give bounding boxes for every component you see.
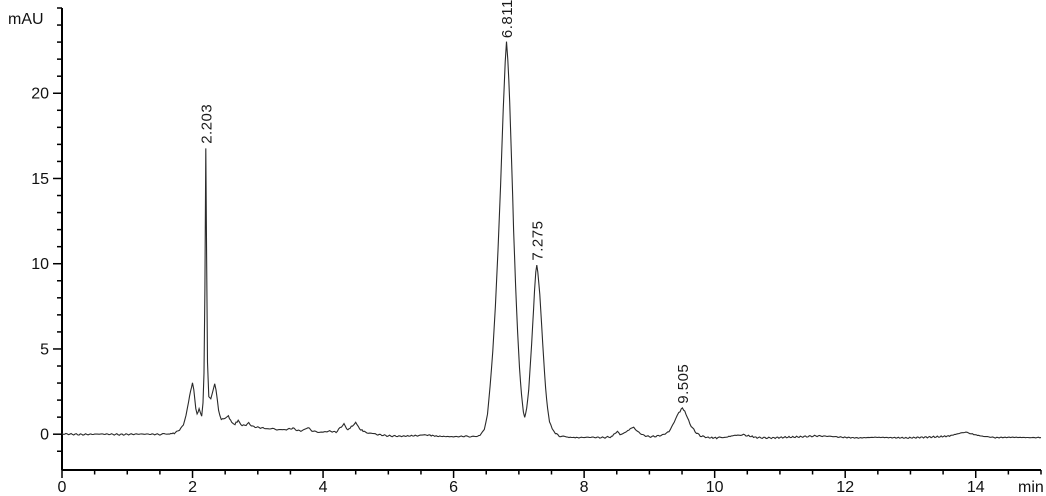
y-tick-label: 10	[31, 256, 49, 273]
y-axis-unit-label: mAU	[8, 11, 44, 28]
axes: 0 5 10 15 20 0 2 4 6 8 10 12 14	[31, 7, 1042, 496]
y-tick-label: 20	[31, 86, 49, 103]
peak-retention-time-label: 6.811	[499, 0, 516, 38]
x-tick-label: 4	[319, 479, 328, 496]
peak-retention-time-label: 7.275	[529, 221, 546, 261]
x-tick-label: 14	[967, 479, 985, 496]
x-axis-unit-label: min	[1018, 479, 1044, 496]
signal-trace	[61, 41, 1042, 440]
peak-retention-time-label: 2.203	[198, 104, 215, 144]
chromatogram-trace	[61, 41, 1042, 440]
y-tick-label: 5	[40, 341, 49, 358]
y-tick-label: 0	[40, 427, 49, 444]
x-tick-label: 2	[188, 479, 197, 496]
x-tick-label: 8	[580, 479, 589, 496]
peak-retention-time-label: 9.505	[675, 364, 692, 404]
y-tick-label: 15	[31, 171, 49, 188]
x-tick-label: 0	[58, 479, 67, 496]
x-tick-label: 10	[706, 479, 724, 496]
x-tick-label: 12	[836, 479, 854, 496]
peak-labels: 2.203 6.811 7.275 9.505	[198, 0, 692, 404]
x-tick-label: 6	[449, 479, 458, 496]
